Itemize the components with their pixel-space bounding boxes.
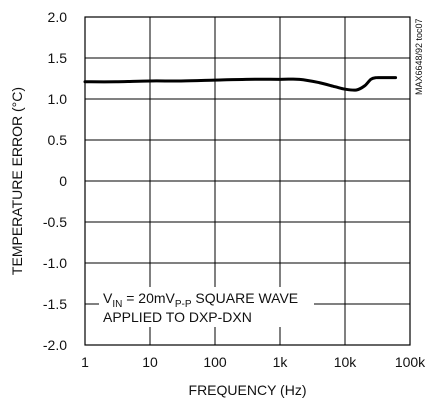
annotation-mid: = 20mV [122,290,175,306]
annotation-sub-pp: P-P [175,299,192,310]
y-tick-label: -0.5 [43,214,67,230]
y-tick-label: -2.0 [43,337,67,353]
y-tick-label: 1.5 [48,50,68,66]
x-tick-label: 100k [395,354,426,370]
y-tick-label: 1.0 [48,91,68,107]
series-group [83,76,398,92]
y-tick-label: 0 [59,173,67,189]
y-axis-label: TEMPERATURE ERROR (°C) [9,87,25,275]
x-tick-labels: 1 10 100 1k 10k 100k [81,354,426,370]
plot-frame [84,16,411,346]
annotation-v: V [103,290,113,306]
annotation-line-2: APPLIED TO DXP-DXN [103,309,252,325]
y-tick-label: 2.0 [48,9,68,25]
temperature-error-series-line [83,76,398,92]
y-tick-label: -1.5 [43,296,67,312]
annotation-line-1: VIN = 20mVP-P SQUARE WAVE [103,290,298,310]
x-tick-label: 10k [334,354,358,370]
figure-code-label: MAX6648/92 toc07 [414,18,424,95]
y-tick-label: 0.5 [48,132,68,148]
annotation-sub-in: IN [112,299,122,310]
y-tick-label: -1.0 [43,255,67,271]
x-tick-label: 10 [142,354,158,370]
y-tick-labels: 2.0 1.5 1.0 0.5 0 -0.5 -1.0 -1.5 -2.0 [43,9,67,353]
x-tick-label: 1k [273,354,289,370]
annotation-background [99,287,314,327]
annotation-suffix: SQUARE WAVE [192,290,299,306]
x-tick-label: 1 [81,354,89,370]
annotation: VIN = 20mVP-P SQUARE WAVE APPLIED TO DXP… [99,287,314,327]
x-axis-label: FREQUENCY (Hz) [189,382,307,398]
x-tick-label: 100 [203,354,227,370]
